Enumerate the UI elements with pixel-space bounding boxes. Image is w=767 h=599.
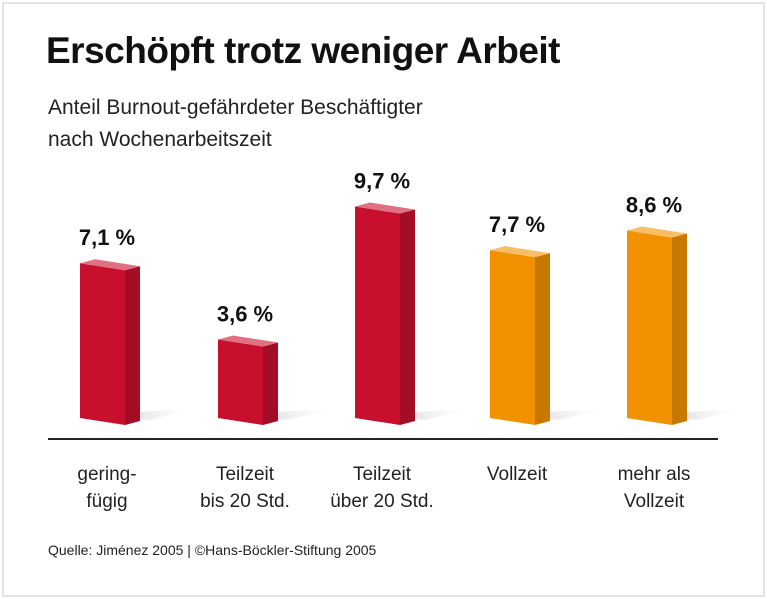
value-label: 7,7 % <box>489 212 545 237</box>
bar-top <box>80 259 140 271</box>
bar-front <box>355 206 400 425</box>
bar-side <box>400 209 415 425</box>
bar-top <box>627 226 687 238</box>
category-label: gering- <box>77 464 136 485</box>
category-label: über 20 Std. <box>330 491 434 512</box>
bar-front <box>627 230 672 425</box>
bar-shadow <box>672 408 747 420</box>
subtitle-line: Anteil Burnout-gefährdeter Beschäftigter <box>48 96 423 119</box>
bar-side <box>672 233 687 425</box>
category-label: Vollzeit <box>487 464 548 485</box>
source-note: Quelle: Jiménez 2005 | ©Hans-Böckler-Sti… <box>48 542 377 558</box>
bar-shadow <box>400 408 475 420</box>
bar-shadow <box>125 408 200 420</box>
bar-shadow <box>263 408 338 420</box>
bar-front <box>80 263 125 425</box>
bar-top <box>355 202 415 214</box>
category-label: fügig <box>86 491 127 512</box>
value-label: 7,1 % <box>79 225 135 250</box>
subtitle-line: nach Wochenarbeitszeit <box>48 128 272 151</box>
category-label: mehr als <box>618 464 691 485</box>
chart-subtitle: Anteil Burnout-gefährdeter Beschäftigter… <box>48 92 423 156</box>
bar-front <box>490 250 535 425</box>
category-label: Teilzeit <box>353 464 412 485</box>
bar-shadow <box>535 408 610 420</box>
bar-side <box>535 253 550 425</box>
category-label: bis 20 Std. <box>200 491 290 512</box>
chart-title: Erschöpft trotz weniger Arbeit <box>46 30 561 71</box>
value-label: 9,7 % <box>354 169 410 194</box>
category-label: Teilzeit <box>216 464 275 485</box>
value-label: 8,6 % <box>626 193 682 218</box>
bar-side <box>125 266 140 425</box>
category-label: Vollzeit <box>624 491 685 512</box>
bar-top <box>218 335 278 347</box>
bar-front <box>218 339 263 425</box>
bar-side <box>263 342 278 425</box>
bar-top <box>490 246 550 258</box>
value-label: 3,6 % <box>217 302 273 327</box>
